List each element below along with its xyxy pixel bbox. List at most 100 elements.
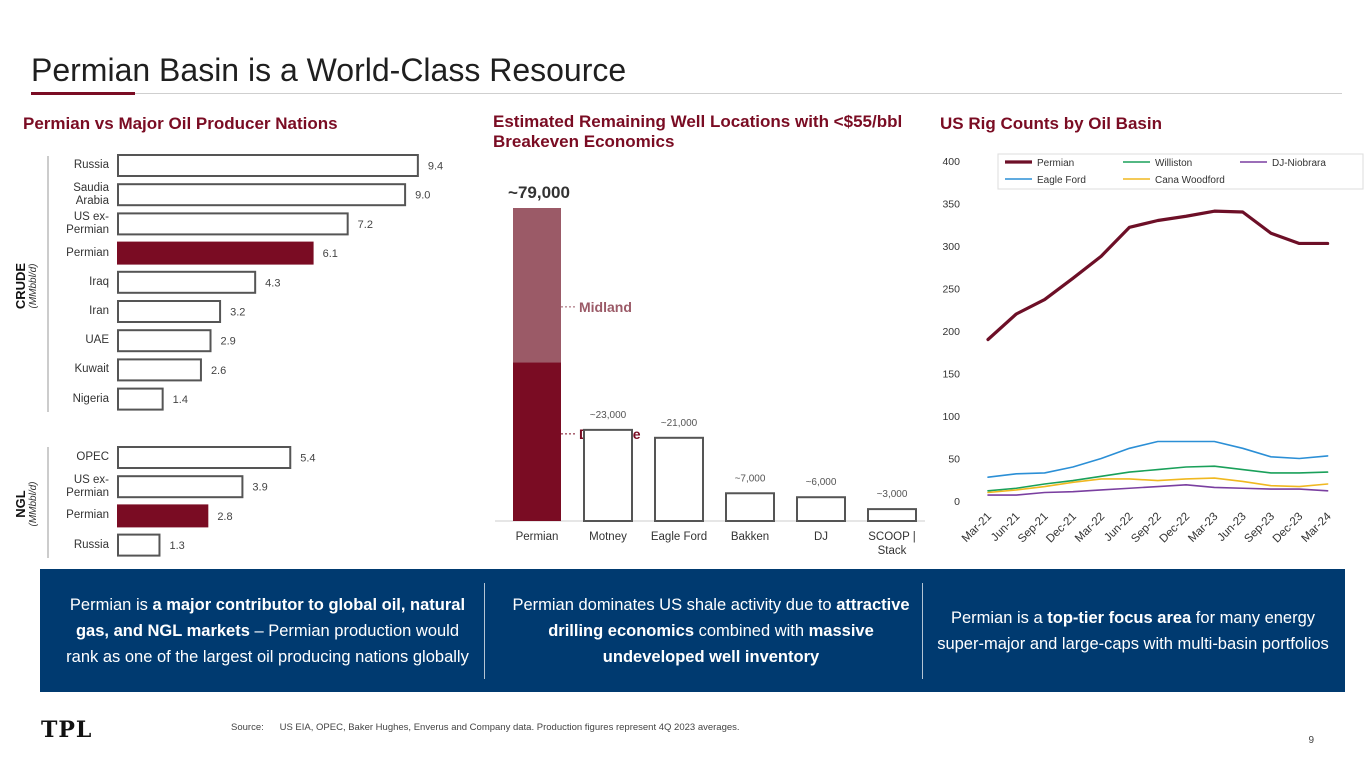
bar-crude-6 (117, 329, 212, 353)
bar-crude-4 (117, 270, 257, 294)
x-tick-label: Mar-21 (960, 511, 994, 545)
source-text: US EIA, OPEC, Baker Hughes, Enverus and … (279, 722, 740, 733)
bar-value-label: 9.4 (428, 161, 443, 173)
category-label: Saudia Arabia (73, 181, 109, 207)
category-label: Iran (89, 305, 109, 317)
bar-crude-1 (117, 183, 407, 207)
bar-5 (867, 508, 917, 522)
takeaway-emphasis: top-tier focus area (1047, 608, 1192, 627)
category-label-line: SCOOP | (868, 531, 916, 543)
title-divider (31, 93, 1342, 94)
bar-crude-2 (117, 212, 349, 236)
bar-value-label: 7.2 (358, 219, 373, 231)
well-locations-chart: ~79,000MidlandDelawarePermian~23,000Motn… (495, 183, 925, 557)
producer-nations-chart: Russia Saudia Arabia US ex-Permian Permian I… (0, 140, 470, 570)
page-number: 9 (1308, 735, 1314, 746)
y-tick-label: 200 (942, 326, 960, 338)
key-takeaways-banner: Permian is a major contributor to global… (40, 569, 1345, 692)
category-label-line: Stack (878, 545, 907, 557)
bar-value-label: ~6,000 (806, 477, 837, 488)
x-tick-label: Mar-22 (1073, 511, 1107, 545)
bar-value-label: 5.4 (300, 453, 315, 465)
legend-box (997, 153, 1364, 190)
bar-value-label: ~7,000 (735, 473, 766, 484)
y-tick-label: 400 (942, 156, 960, 168)
page-title: Permian Basin is a World-Class Resource (31, 52, 627, 88)
bar-value-label: 1.3 (169, 540, 184, 552)
bar-ngl-2 (117, 504, 209, 528)
bar-1 (583, 428, 633, 522)
category-label: Bakken (731, 531, 769, 543)
y-tick-label: 250 (942, 284, 960, 296)
category-label: Permian (66, 246, 109, 259)
banner-divider (922, 583, 923, 679)
series-line-cana-woodford (987, 477, 1329, 494)
ngl-label: NGL (13, 490, 28, 518)
bar-crude-0 (117, 154, 419, 177)
y-tick-label: 150 (942, 369, 960, 381)
bar-crude-7 (117, 358, 202, 382)
category-label: Russia (73, 538, 109, 551)
x-tick-label: Mar-24 (1299, 510, 1334, 545)
y-tick-label: 50 (948, 454, 960, 466)
category-label: Russia (73, 159, 109, 171)
bar-value-label: 3.9 (252, 482, 267, 494)
midland-label: Midland (579, 299, 632, 315)
bar-value-label: 6.1 (323, 248, 338, 260)
x-tick-label: Dec-23 (1271, 511, 1306, 546)
y-tick-label: 0 (954, 496, 960, 508)
y-tick-label: 300 (942, 241, 960, 253)
series-line-dj-niobrara (987, 484, 1329, 496)
producer-bars-svg: 9.4 9.0 7.2 6.1 4.3 3.2 2.9 2.6 1.4 5.4 3.9 2.8 1.3 (47, 154, 443, 558)
category-label: SCOOP | Stack (868, 531, 916, 557)
x-tick-label: Dec-21 (1044, 511, 1079, 546)
ngl-unit: (MMbbl/d) (28, 481, 39, 527)
takeaway-emphasis: attractive drilling economics (548, 595, 910, 640)
middle-chart-title: Estimated Remaining Well Locations with … (493, 112, 903, 151)
ngl-axis-label: NGL (MMbbl/d) (13, 464, 43, 544)
legend-label: Williston (1155, 158, 1192, 169)
category-label: Eagle Ford (651, 531, 707, 543)
legend-label: Eagle Ford (1037, 175, 1086, 186)
x-tick-label: Sep-21 (1016, 511, 1051, 546)
bar-value-label: ~3,000 (877, 489, 908, 500)
crude-unit: (MMbbl/d) (28, 263, 39, 309)
takeaway-emphasis: a major contributor to global oil, natur… (75, 595, 466, 640)
right-chart-title: US Rig Counts by Oil Basin (940, 114, 1162, 133)
crude-axis-label: CRUDE (MMbbl/d) (13, 246, 43, 326)
bar-permian-delaware (513, 362, 561, 521)
series-line-williston (987, 465, 1329, 492)
bar-permian-midland (513, 208, 561, 363)
category-label: UAE (85, 334, 109, 347)
bar-4 (796, 496, 846, 522)
source-label: Source: (231, 722, 264, 733)
category-label: DJ (814, 531, 828, 543)
bar-value-label: 2.8 (217, 511, 232, 523)
takeaway-shale-activity: Permian dominates US shale activity due … (506, 569, 916, 692)
legend-label: Cana Woodford (1155, 175, 1225, 186)
category-label: OPEC (76, 451, 109, 463)
y-tick-label: 100 (942, 411, 960, 423)
crude-label: CRUDE (13, 262, 28, 310)
category-label: US ex-Permian (66, 210, 109, 236)
y-tick-label: 350 (942, 199, 960, 211)
takeaway-segment: Permian dominates US shale activity due … (512, 595, 837, 614)
takeaway-segment: for many energy super-major and large-ca… (937, 608, 1329, 653)
category-labels: Russia Saudia Arabia US ex-Permian Permian I… (0, 140, 109, 570)
bar-value-label: ~23,000 (590, 410, 627, 421)
takeaway-text: Permian is a top-tier focus area for man… (928, 605, 1338, 657)
legend-label: DJ-Niobrara (1272, 158, 1326, 169)
bar-crude-5 (117, 300, 222, 323)
bar-value-label: 2.9 (221, 336, 236, 348)
takeaway-text: Permian dominates US shale activity due … (506, 592, 916, 670)
bar-ngl-3 (117, 533, 161, 557)
takeaway-focus-area: Permian is a top-tier focus area for man… (928, 569, 1338, 692)
bar-ngl-1 (117, 475, 244, 499)
category-label: Iraq (89, 275, 109, 288)
category-label: Nigeria (72, 392, 109, 405)
x-tick-label: Mar-23 (1186, 511, 1220, 545)
bar-value-label: 9.0 (415, 190, 430, 202)
rig-counts-chart: 050100150200250300350400Mar-21Jun-21Sep-… (942, 153, 1364, 546)
source-note: Source: US EIA, OPEC, Baker Hughes, Enve… (231, 722, 740, 733)
takeaway-segment: Permian is (69, 595, 153, 614)
